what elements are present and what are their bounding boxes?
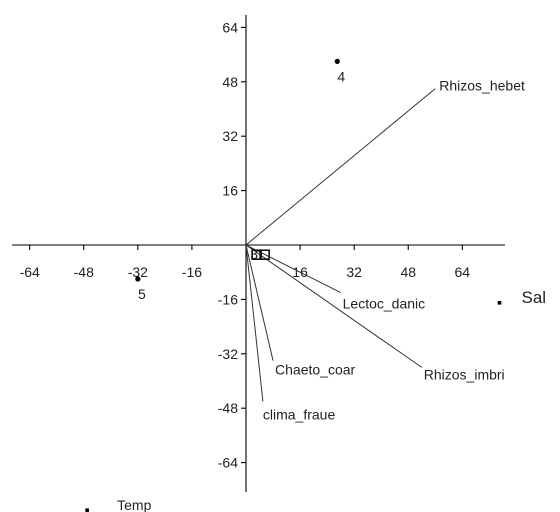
species-vector-line [245,244,423,368]
x-tick-label: 48 [400,264,416,280]
species-vector-line [245,88,436,246]
species-vector-label: Rhizos_hebet [439,78,525,94]
y-tick-label: 64 [222,19,238,35]
x-tick-label: -32 [128,264,148,280]
x-tick-label: 32 [346,264,362,280]
x-tick-label: -16 [182,264,202,280]
site-point-label: 4 [337,68,345,84]
env-point [85,508,89,512]
site-points: 3 4 5 [135,58,345,302]
species-vector-line [245,244,264,402]
species-vector-label: Rhizos_imbri [424,366,505,382]
y-tick-label: -64 [218,455,238,471]
site-cluster-label: 3 [250,246,258,262]
y-tick-label: 48 [222,74,238,90]
env-point-label: Temp [117,497,151,512]
x-tick-label: -48 [74,264,94,280]
y-tick-label: -32 [218,346,238,362]
x-tick-label: 64 [455,264,471,280]
species-vector-label: clima_fraue [263,406,336,422]
y-tick-label: 32 [222,128,238,144]
axes [12,15,505,492]
site-point [135,276,141,282]
site-cluster-marker [259,249,270,260]
env-point-label: Sal [522,288,547,307]
species-vector-label: Chaeto_coar [275,362,356,378]
x-tick-label: -64 [20,264,40,280]
species-vectors: Rhizos_hebet Lectoc_danic Rhizos_imbri Chae… [245,78,525,422]
environment-points: Sal Temp [85,288,546,512]
y-tick-label: -16 [218,291,238,307]
env-point [497,301,502,305]
species-vector-label: Lectoc_danic [343,296,426,312]
y-tick-label: 16 [222,183,238,199]
site-point-label: 5 [138,286,146,302]
site-point [334,58,340,64]
species-vector-line [245,244,274,361]
site-cluster-marker [251,249,262,260]
y-tick-label: -48 [218,400,238,416]
